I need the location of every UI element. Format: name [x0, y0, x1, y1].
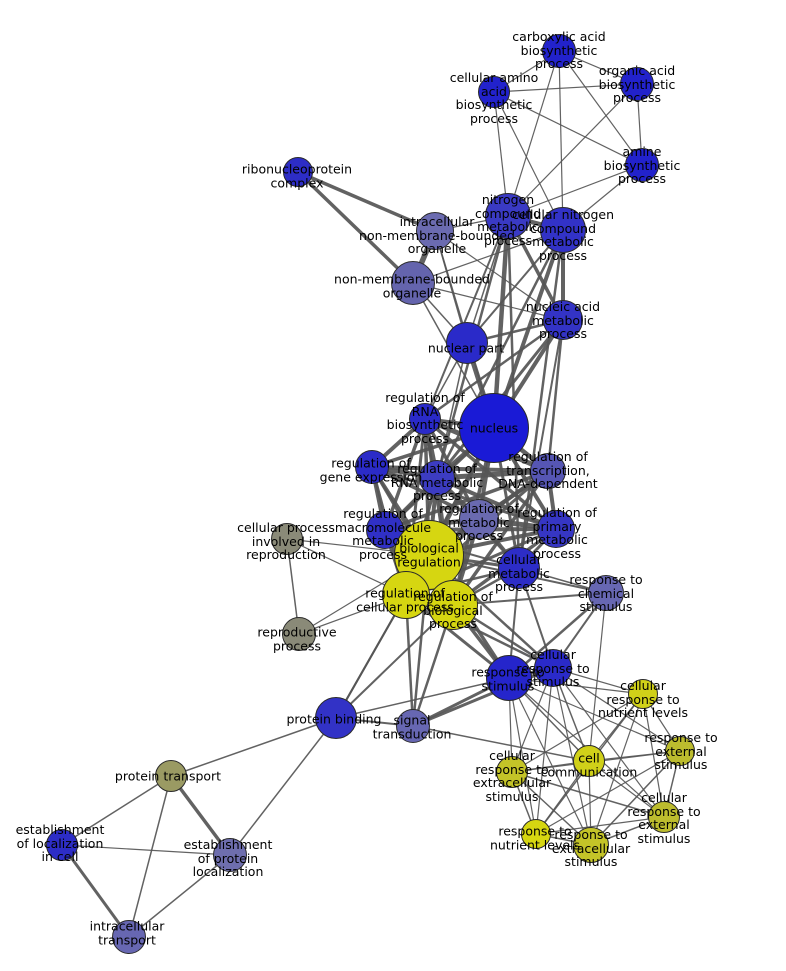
- graph-edge: [552, 667, 592, 846]
- graph-edge: [507, 83, 638, 217]
- graph-edge: [371, 465, 549, 473]
- graph-node-intracellular-transport[interactable]: [112, 920, 146, 954]
- graph-node-cellular-response-to-stimulus[interactable]: [534, 649, 572, 687]
- graph-node-regulation-of-primary-metabolic-process[interactable]: [537, 510, 575, 548]
- graph-edge: [170, 717, 337, 777]
- graph-edge: [424, 318, 564, 421]
- graph-node-regulation-of-rna-biosynthetic-process[interactable]: [409, 403, 441, 435]
- graph-node-cell-communication[interactable]: [573, 745, 605, 777]
- graph-edge: [335, 604, 454, 719]
- graph-node-regulation-of-biological-process[interactable]: [428, 580, 478, 630]
- graph-edge: [558, 50, 564, 231]
- graph-node-regulation-of-cellular-process[interactable]: [382, 571, 430, 619]
- graph-node-nuclear-part[interactable]: [446, 322, 488, 364]
- graph-edge: [511, 693, 644, 773]
- graph-edge: [508, 677, 592, 846]
- graph-node-response-to-stimulus[interactable]: [486, 655, 532, 701]
- graph-edge: [335, 677, 510, 719]
- graph-edge: [546, 319, 565, 472]
- graph-edge: [371, 465, 557, 531]
- graph-edge: [493, 91, 643, 166]
- graph-edge: [493, 83, 638, 93]
- graph-edge: [436, 476, 557, 531]
- graph-node-non-membrane-bounded-organelle[interactable]: [391, 261, 435, 305]
- graph-edge: [642, 693, 665, 818]
- graph-edge: [493, 91, 564, 231]
- graph-node-response-to-nutrient-levels[interactable]: [521, 819, 551, 849]
- graph-node-regulation-of-metabolic-process[interactable]: [459, 499, 499, 539]
- graph-edge: [588, 592, 607, 762]
- graph-node-establishment-of-protein-localization[interactable]: [213, 838, 247, 872]
- graph-node-establishment-of-localization-in-cell[interactable]: [46, 829, 78, 861]
- graph-node-protein-binding[interactable]: [315, 697, 357, 739]
- graph-node-ribonucleoprotein-complex[interactable]: [283, 157, 313, 187]
- graph-edge: [60, 844, 131, 938]
- graph-edge: [384, 469, 549, 532]
- graph-node-response-to-chemical-stimulus[interactable]: [588, 575, 624, 611]
- graph-edge: [517, 229, 565, 569]
- graph-node-regulation-of-rna-metabolic-process[interactable]: [419, 460, 455, 496]
- graph-node-signal-transduction[interactable]: [396, 709, 430, 743]
- graph-node-response-to-extracellular-stimulus[interactable]: [573, 827, 609, 863]
- graph-node-organic-acid-biosynthetic-process[interactable]: [620, 67, 654, 101]
- graph-node-protein-transport[interactable]: [155, 760, 187, 792]
- graph-edge: [511, 771, 665, 818]
- graph-edge: [61, 775, 172, 846]
- graph-node-nucleic-acid-metabolic-process[interactable]: [543, 300, 583, 340]
- graph-edge: [434, 230, 564, 321]
- graph-node-cellular-process-involved-in-reproduction[interactable]: [271, 523, 303, 555]
- graph-node-carboxylic-acid-biosynthetic-process[interactable]: [542, 34, 576, 68]
- graph-edge: [296, 170, 415, 285]
- graph-edge: [297, 170, 436, 233]
- graph-node-reproductive-process[interactable]: [282, 617, 316, 651]
- graph-edge: [507, 50, 560, 217]
- graph-edge: [508, 677, 537, 835]
- graph-edge: [229, 717, 337, 856]
- graph-edge: [535, 816, 665, 835]
- graph-node-cellular-response-to-extracellular-stimulus[interactable]: [496, 756, 528, 788]
- graph-edge: [412, 282, 564, 321]
- graph-edge: [128, 854, 231, 938]
- graph-edge: [535, 667, 554, 835]
- graph-node-cellular-response-to-external-stimulus[interactable]: [648, 801, 680, 833]
- graph-edge: [590, 750, 681, 846]
- graph-edge: [590, 693, 644, 846]
- graph-edge: [552, 667, 665, 818]
- graph-node-cellular-nitrogen-compound-metabolic-process[interactable]: [540, 207, 586, 253]
- graph-edge: [61, 844, 231, 856]
- graph-edge: [491, 215, 511, 429]
- graph-edge: [535, 750, 681, 835]
- graph-edge: [412, 229, 564, 284]
- graph-edge: [435, 229, 565, 479]
- graph-node-nucleus[interactable]: [459, 393, 529, 463]
- graph-edge: [506, 215, 521, 569]
- graph-node-response-to-external-stimulus[interactable]: [665, 736, 695, 766]
- graph-node-amine-biosynthetic-process[interactable]: [625, 148, 659, 182]
- graph-node-regulation-of-transcription-dna-dependent[interactable]: [530, 453, 566, 489]
- graph-node-cellular-metabolic-process[interactable]: [498, 547, 540, 589]
- graph-edge: [436, 342, 468, 479]
- graph-node-cellular-amino-acid-biosynthetic-process[interactable]: [478, 76, 510, 108]
- graph-node-nitrogen-compound-metabolic-process[interactable]: [485, 193, 531, 239]
- graph-edge: [424, 215, 509, 420]
- graph-node-cellular-response-to-nutrient-levels[interactable]: [628, 679, 658, 709]
- graph-node-regulation-of-gene-expression[interactable]: [355, 450, 389, 484]
- graph-edge: [128, 775, 172, 938]
- graph-edge: [451, 469, 550, 607]
- graph-edge: [412, 725, 590, 762]
- graph-node-intracellular-non-membrane-bounded-organelle[interactable]: [416, 212, 454, 250]
- graph-edge: [507, 164, 643, 217]
- graph-edge: [508, 677, 681, 752]
- graph-edge: [558, 50, 643, 166]
